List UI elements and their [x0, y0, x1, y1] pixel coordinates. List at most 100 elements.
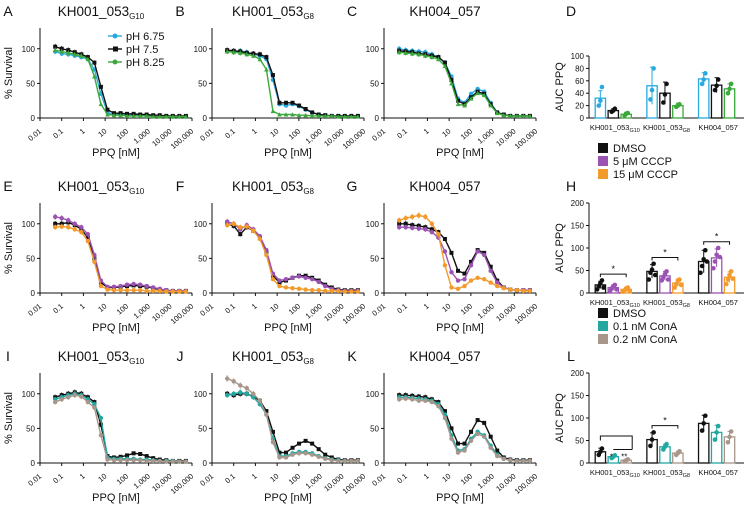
legend-label: pH 7.5: [126, 44, 158, 56]
y-tick-label: 100: [22, 390, 36, 399]
legend-swatch: [598, 156, 608, 166]
data-point: [59, 46, 64, 51]
data-point: [342, 289, 348, 294]
legend-label: 0.2 nM ConA: [613, 334, 678, 346]
data-point: [701, 256, 706, 262]
data-point: [92, 74, 97, 79]
x-tick-label: 100,000: [513, 472, 540, 496]
data-point: [118, 283, 123, 289]
panel-i: 0.01 0.1 1 10 100 1,00010,000100,000050100PPQ…: [3, 349, 195, 504]
y-tick-label: 0: [203, 289, 208, 298]
data-point: [488, 268, 493, 274]
data-point: [85, 238, 91, 244]
data-point: [469, 259, 474, 264]
x-tick-label: 1,000: [476, 127, 496, 146]
y-axis-label: % Survival: [3, 222, 15, 274]
data-point: [309, 113, 315, 118]
x-tick-label: 100,000: [341, 472, 368, 496]
x-tick-label: 100: [459, 472, 474, 487]
data-point: [329, 458, 334, 463]
data-point: [488, 434, 493, 439]
x-axis-label: PPQ [nM]: [436, 492, 484, 504]
data-point: [59, 221, 64, 226]
data-point: [303, 451, 308, 456]
data-point: [310, 110, 315, 115]
data-point: [124, 113, 130, 118]
data-point: [429, 399, 435, 405]
series-line-0: [54, 391, 186, 462]
data-point: [355, 114, 361, 119]
data-point: [712, 259, 718, 264]
data-point: [677, 102, 682, 107]
panel-letter: E: [3, 178, 12, 194]
data-point: [677, 277, 682, 282]
x-tick-label: 100: [115, 127, 130, 142]
x-axis-label: PPQ [nM]: [92, 147, 140, 159]
y-tick-label: 50: [370, 79, 379, 88]
x-tick-label: 1,000: [132, 302, 152, 321]
legend-label: DMSO: [613, 308, 646, 320]
data-point: [66, 48, 71, 53]
x-tick-label: 100: [459, 127, 474, 142]
data-point: [410, 223, 415, 228]
data-point: [495, 280, 500, 285]
y-tick-label: 50: [575, 267, 584, 276]
data-point: [664, 269, 669, 274]
legend-label: 15 μM CCCP: [613, 169, 678, 181]
data-point: [329, 288, 334, 294]
data-point: [131, 451, 136, 456]
data-point: [508, 458, 513, 463]
data-point: [303, 112, 308, 118]
x-tick-label: 0.1: [51, 302, 65, 316]
legend-label: pH 6.75: [126, 31, 165, 43]
data-point: [728, 81, 734, 87]
data-point: [244, 391, 249, 396]
data-point: [52, 214, 58, 220]
x-tick-label: 0.01: [26, 472, 43, 488]
data-point: [442, 263, 448, 268]
x-tick-label: 0.1: [223, 127, 237, 141]
data-point: [92, 256, 97, 261]
data-point: [257, 398, 263, 403]
data-point: [98, 84, 103, 89]
data-point: [98, 283, 104, 289]
data-point: [651, 66, 656, 71]
data-point: [303, 438, 308, 443]
data-point: [409, 51, 415, 56]
x-tick-label: 1: [78, 127, 87, 137]
data-point: [251, 53, 256, 58]
data-point: [251, 228, 256, 233]
data-point: [596, 103, 602, 108]
data-point: [105, 287, 110, 292]
data-point: [283, 276, 289, 282]
data-point: [238, 225, 243, 230]
y-tick-label: 50: [198, 79, 207, 88]
data-point: [495, 453, 500, 459]
significance-label: *: [612, 264, 616, 274]
data-point: [92, 60, 97, 65]
data-point: [403, 50, 409, 55]
data-point: [429, 221, 435, 226]
data-point: [481, 92, 487, 98]
data-point: [290, 452, 295, 457]
significance-label: *: [663, 416, 667, 426]
x-tick-label: 0.1: [223, 302, 237, 316]
x-tick-label: 100,000: [341, 127, 368, 151]
series-line-2: [55, 225, 186, 293]
data-point: [303, 275, 308, 280]
data-point: [488, 264, 493, 269]
data-point: [164, 459, 169, 464]
panel-d: 0 20 40 60 80 100 AUC PPQ KH001_053G10 KH001_053…: [554, 52, 744, 134]
legend-label: 5 μM CCCP: [613, 156, 672, 168]
data-point: [481, 252, 487, 258]
x-tick-label: 100,000: [513, 127, 540, 151]
data-point: [59, 397, 64, 402]
data-point: [244, 224, 249, 229]
data-point: [177, 114, 182, 119]
x-tick-label: 100: [287, 302, 302, 317]
data-point: [66, 225, 71, 230]
data-point: [494, 110, 500, 116]
category-label: KH004_057: [698, 298, 738, 307]
data-point: [475, 90, 480, 96]
data-point: [316, 113, 321, 118]
